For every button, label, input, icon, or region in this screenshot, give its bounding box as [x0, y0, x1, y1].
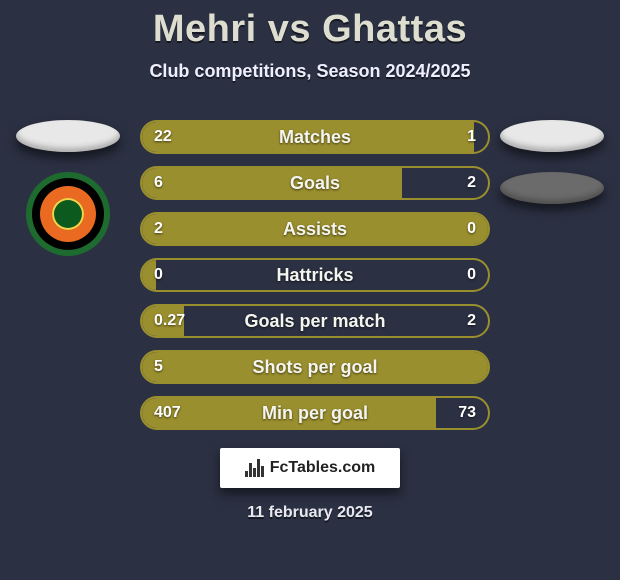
club-badge [26, 172, 110, 256]
stat-right-value: 0 [467, 260, 476, 290]
left-player-column [8, 120, 128, 256]
stat-label: Hattricks [142, 260, 488, 290]
date-label: 11 february 2025 [0, 504, 620, 522]
right-player-column [492, 120, 612, 224]
stat-right-value: 0 [467, 214, 476, 244]
stat-label: Goals per match [142, 306, 488, 336]
stat-row: 22Matches1 [140, 120, 490, 154]
stat-right-value: 73 [458, 398, 476, 428]
stat-label: Min per goal [142, 398, 488, 428]
stat-row: 2Assists0 [140, 212, 490, 246]
stat-label: Shots per goal [142, 352, 488, 382]
stat-label: Matches [142, 122, 488, 152]
page-title: Mehri vs Ghattas [0, 0, 620, 51]
right-player-pill-bottom [500, 172, 604, 204]
right-player-pill-top [500, 120, 604, 152]
stat-right-value: 2 [467, 168, 476, 198]
comparison-bars: 22Matches16Goals22Assists00Hattricks00.2… [140, 120, 490, 442]
left-player-pill [16, 120, 120, 152]
fctables-link[interactable]: FcTables.com [220, 448, 400, 488]
stat-row: 6Goals2 [140, 166, 490, 200]
stat-label: Assists [142, 214, 488, 244]
stat-label: Goals [142, 168, 488, 198]
subtitle: Club competitions, Season 2024/2025 [0, 61, 620, 82]
comparison-infographic: Mehri vs Ghattas Club competitions, Seas… [0, 0, 620, 580]
bars-icon [245, 459, 264, 477]
stat-row: 0.27Goals per match2 [140, 304, 490, 338]
stat-right-value: 2 [467, 306, 476, 336]
fctables-label: FcTables.com [270, 459, 376, 477]
stat-row: 5Shots per goal [140, 350, 490, 384]
stat-row: 407Min per goal73 [140, 396, 490, 430]
stat-right-value: 1 [467, 122, 476, 152]
stat-row: 0Hattricks0 [140, 258, 490, 292]
club-badge-core [52, 198, 84, 230]
